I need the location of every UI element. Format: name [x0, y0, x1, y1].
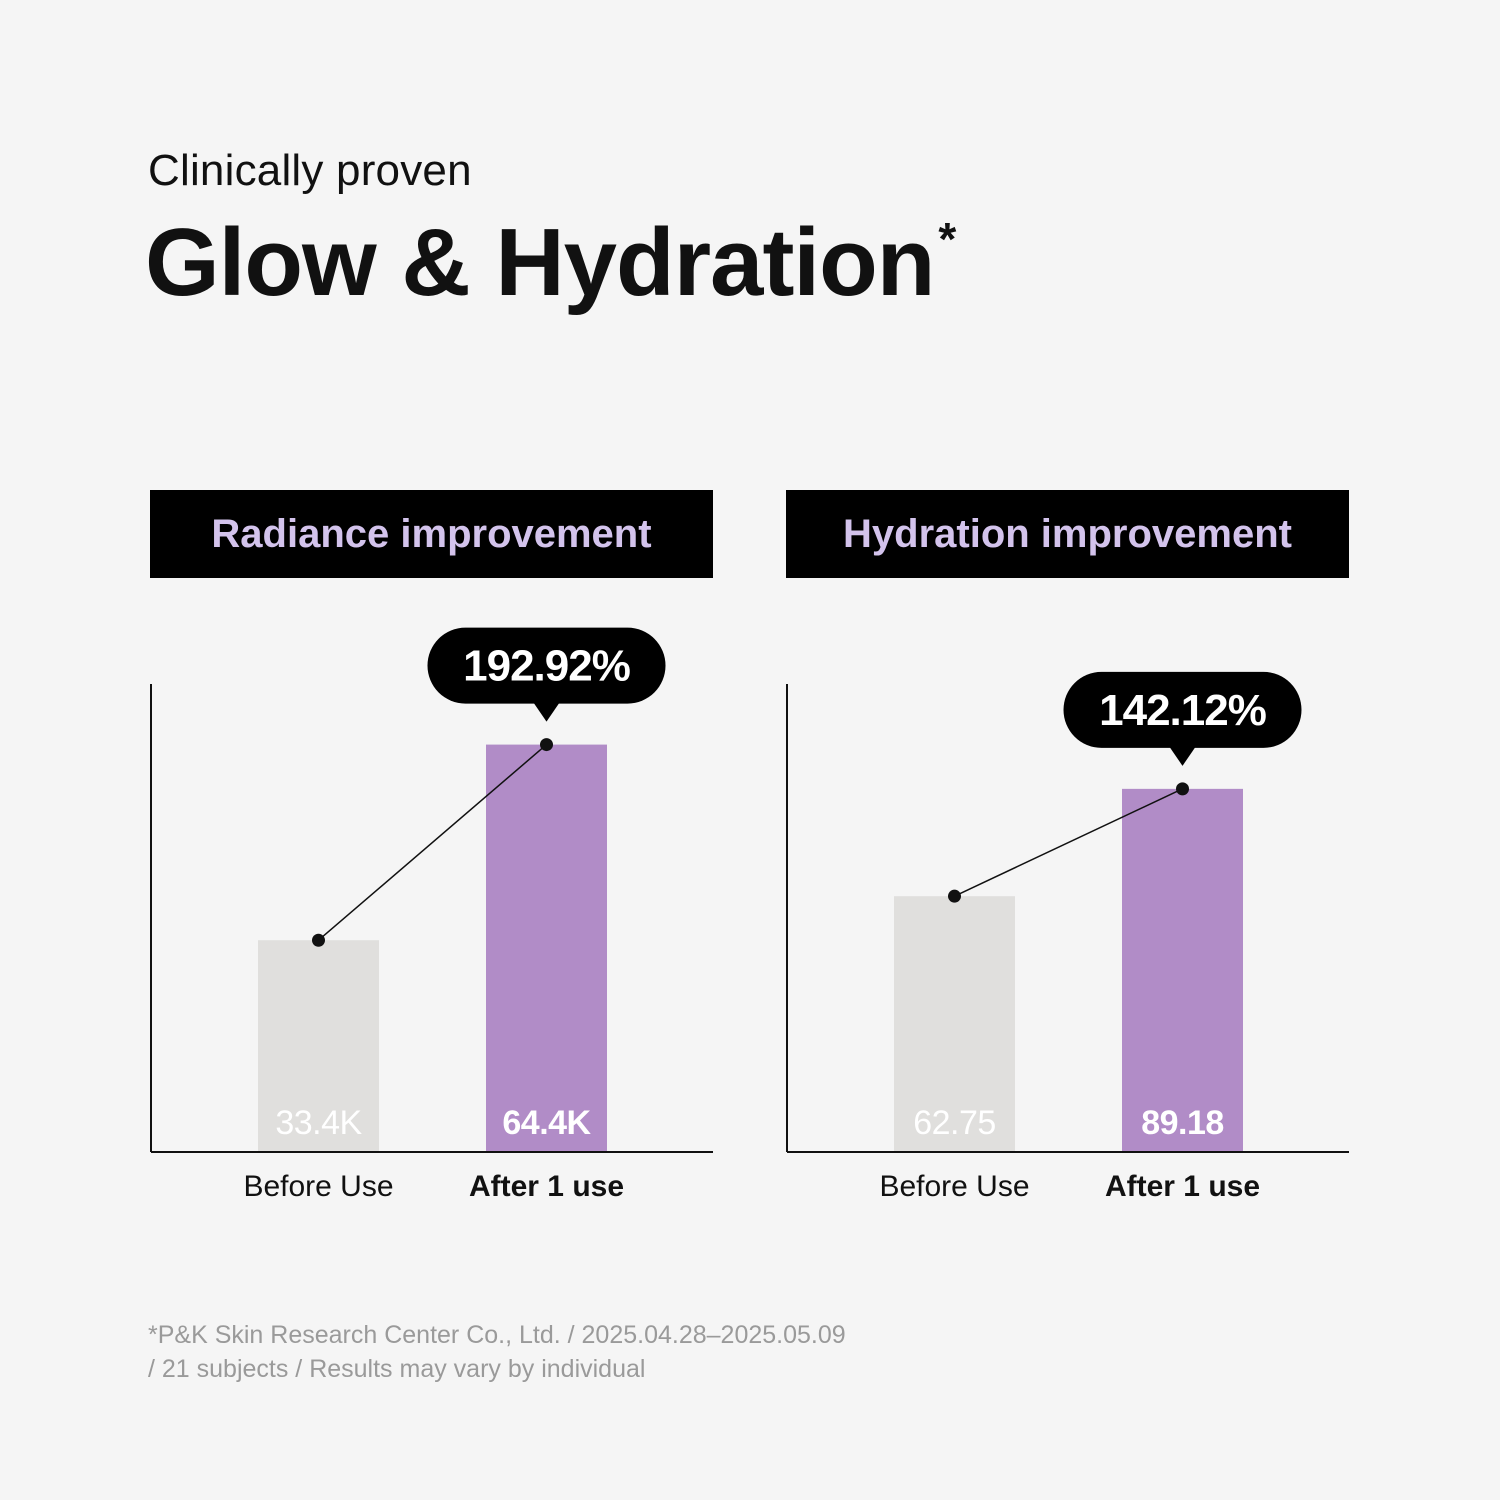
hydration-after-value-label: 89.18 [1141, 1104, 1224, 1142]
radiance-after-dot [540, 738, 553, 752]
radiance-after-bar [486, 744, 607, 1151]
footnote: *P&K Skin Research Center Co., Ltd. / 20… [148, 1318, 846, 1386]
hydration-after-bar [1122, 788, 1243, 1151]
hydration-before-category-label: Before Use [879, 1170, 1029, 1203]
hydration-before-dot [948, 889, 961, 903]
radiance-before-value-label: 33.4K [275, 1104, 362, 1142]
hydration-after-category-label: After 1 use [1105, 1170, 1260, 1203]
radiance-callout-bubble [427, 627, 666, 704]
footnote-line-1: *P&K Skin Research Center Co., Ltd. / 20… [148, 1321, 846, 1349]
radiance-before-category-label: Before Use [243, 1170, 393, 1203]
radiance-before-bar [258, 940, 379, 1151]
footnote-line-2: / 21 subjects / Results may vary by indi… [148, 1355, 646, 1383]
radiance-after-category-label: After 1 use [469, 1170, 624, 1203]
radiance-callout-value: 192.92% [463, 642, 630, 691]
hydration-before-value-label: 62.75 [913, 1104, 996, 1142]
hydration-before-bar [894, 896, 1015, 1151]
radiance-chart-header: Radiance improvement [150, 490, 713, 578]
page-title: Glow & Hydration* [145, 208, 956, 318]
hydration-trend-line [954, 788, 1183, 897]
headline-text: Glow & Hydration [145, 209, 935, 316]
hydration-callout-bubble [1063, 671, 1302, 748]
hydration-callout-pointer [1169, 746, 1196, 766]
radiance-trend-line [318, 744, 547, 941]
hydration-after-dot [1176, 782, 1189, 796]
radiance-before-dot [312, 933, 325, 947]
headline-footnote-mark: * [938, 213, 956, 265]
hydration-callout-value: 142.12% [1099, 686, 1266, 735]
hydration-chart-header: Hydration improvement [786, 490, 1349, 578]
eyebrow-text: Clinically proven [148, 146, 472, 195]
radiance-callout-pointer [533, 702, 560, 722]
radiance-after-value-label: 64.4K [502, 1104, 591, 1142]
